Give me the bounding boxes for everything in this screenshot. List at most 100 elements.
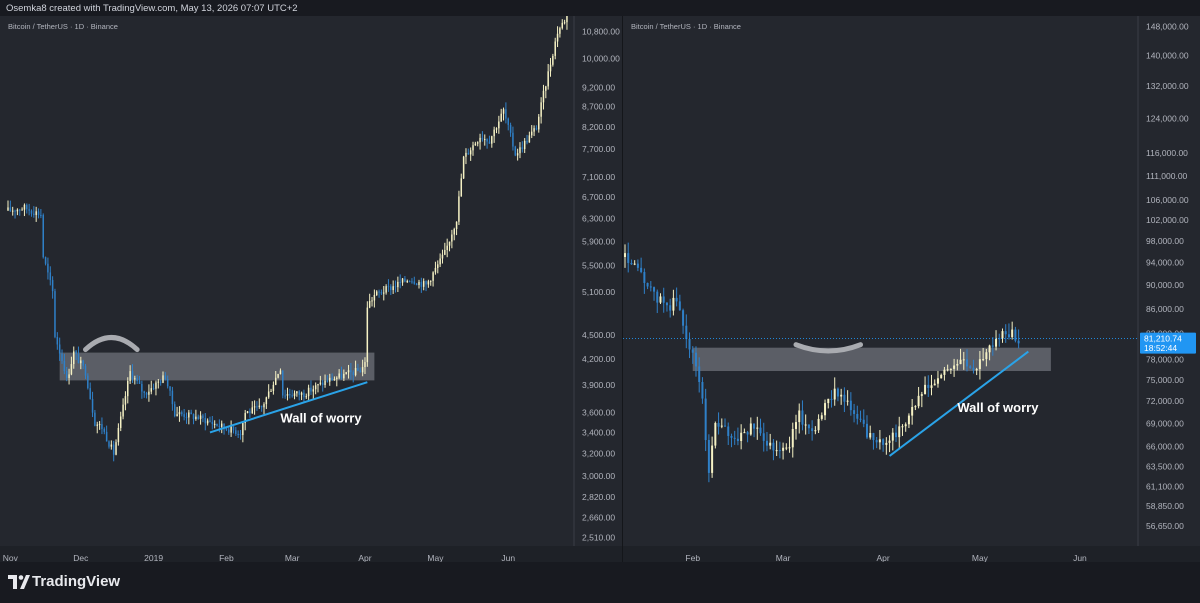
- candle-body: [972, 367, 975, 371]
- candle-body: [75, 351, 77, 354]
- candle-body: [35, 211, 37, 215]
- candle-body: [127, 380, 129, 397]
- candle-body: [759, 427, 762, 434]
- candle-body: [444, 250, 446, 255]
- candle-body: [202, 415, 204, 419]
- candle-body: [21, 209, 23, 211]
- candle-body: [40, 214, 42, 216]
- x-tick-label: May: [427, 553, 444, 562]
- candle-body: [649, 286, 652, 288]
- candle-body: [235, 430, 237, 434]
- candle-body: [44, 257, 47, 264]
- y-tick-label: 10,000.00: [582, 53, 620, 63]
- candle-body: [347, 370, 350, 373]
- candle-body: [56, 336, 59, 345]
- candle-body: [171, 390, 174, 405]
- candle-body: [408, 281, 411, 283]
- candle-body: [451, 234, 453, 242]
- tradingview-logo-icon[interactable]: [8, 575, 30, 589]
- resistance-zone: [59, 352, 375, 381]
- candle-body: [556, 33, 559, 42]
- candle-body: [199, 415, 202, 419]
- candle-body: [246, 411, 249, 414]
- candle-body: [817, 418, 820, 431]
- brand-name[interactable]: TradingView: [32, 573, 121, 590]
- candle-body: [343, 373, 345, 379]
- price-tag-countdown: 18:52:44: [1144, 343, 1177, 353]
- candle-body: [157, 381, 160, 383]
- candle-body: [943, 369, 946, 375]
- panel-divider[interactable]: [622, 16, 623, 562]
- candle-body: [830, 398, 833, 400]
- candle-body: [117, 427, 120, 443]
- candle-body: [89, 388, 91, 399]
- candle-body: [18, 209, 21, 211]
- candle-body: [209, 420, 211, 422]
- candle-body: [843, 394, 846, 402]
- candle-body: [420, 281, 423, 287]
- candle-body: [672, 297, 675, 311]
- candle-body: [115, 442, 117, 455]
- candle-body: [704, 398, 707, 441]
- candle-body: [901, 426, 904, 428]
- candle-body: [383, 292, 385, 294]
- attribution-text: Osemka8 created with TradingView.com, Ma…: [6, 3, 298, 14]
- candle-body: [627, 253, 630, 263]
- candle-body: [223, 423, 225, 429]
- candle-body: [914, 406, 917, 408]
- candle-body: [218, 425, 221, 427]
- candle-body: [42, 215, 44, 258]
- candle-body: [791, 428, 794, 448]
- candle-body: [216, 423, 218, 426]
- candle-body: [985, 352, 988, 360]
- candle-body: [49, 272, 52, 281]
- y-tick-label: 140,000.00: [1146, 50, 1189, 60]
- candle-body: [474, 143, 477, 146]
- candle-body: [904, 424, 907, 427]
- candle-body: [516, 153, 519, 156]
- candle-body: [888, 440, 891, 443]
- candle-body: [746, 432, 749, 435]
- chart-panel-left[interactable]: 10,800.00 10,000.00 9,200.00 8,700.00 8,200.…: [0, 16, 622, 562]
- candle-body: [512, 132, 514, 147]
- candle-body: [249, 411, 251, 414]
- candle-body: [505, 109, 507, 119]
- candle-body: [354, 367, 357, 376]
- candle-body: [526, 140, 528, 143]
- candle-body: [331, 377, 333, 381]
- candle-body: [933, 383, 936, 386]
- candle-body: [956, 364, 959, 366]
- candle-body: [495, 128, 498, 130]
- chart-right[interactable]: 148,000.00 140,000.00 132,000.00 124,000.00…: [623, 16, 1200, 562]
- x-tick-label: Feb: [219, 553, 234, 562]
- candle-body: [740, 432, 743, 442]
- candle-body: [1007, 334, 1010, 338]
- x-tick-label: Apr: [876, 553, 889, 562]
- candle-body: [730, 435, 733, 438]
- candle-body: [528, 135, 531, 143]
- candle-body: [481, 137, 484, 140]
- candle-body: [286, 394, 289, 396]
- candle-body: [65, 371, 68, 378]
- chart-panel-right[interactable]: 148,000.00 140,000.00 132,000.00 124,000.00…: [623, 16, 1200, 562]
- candle-body: [659, 296, 662, 303]
- candle-body: [727, 426, 730, 436]
- chart-left[interactable]: 10,800.00 10,000.00 9,200.00 8,700.00 8,200.…: [0, 16, 622, 562]
- candle-body: [134, 378, 136, 380]
- candle-body: [98, 424, 101, 426]
- candle-body: [267, 391, 270, 398]
- candle-body: [244, 413, 246, 423]
- candle-body: [869, 433, 872, 438]
- candle-body: [159, 381, 162, 383]
- candle-body: [437, 264, 439, 268]
- candle-body: [392, 286, 394, 291]
- candle-body: [242, 422, 244, 435]
- y-tick-label: 98,000.00: [1146, 236, 1184, 246]
- candle-body: [181, 412, 183, 415]
- candle-body: [455, 221, 458, 229]
- candle-body: [476, 142, 479, 144]
- candle-body: [33, 213, 35, 215]
- candle-body: [148, 391, 150, 395]
- candle-body: [110, 444, 113, 447]
- candle-body: [138, 381, 141, 384]
